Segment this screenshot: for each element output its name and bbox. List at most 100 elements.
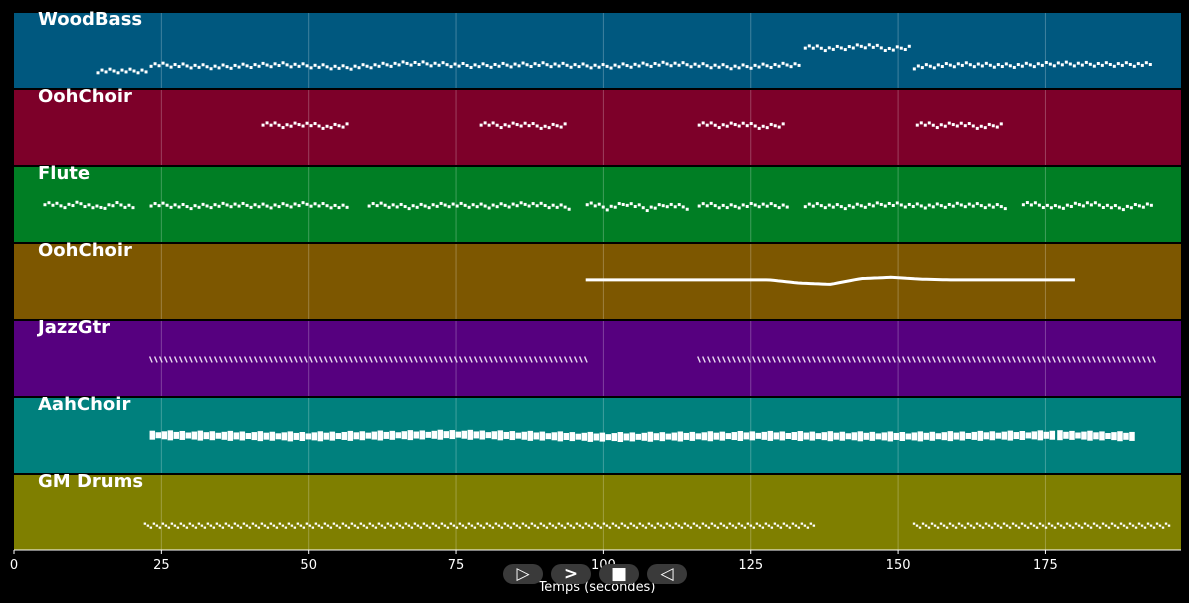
note-dot bbox=[289, 65, 293, 69]
note-block bbox=[839, 431, 846, 441]
track-label: JazzGtr bbox=[36, 317, 110, 338]
note-dot bbox=[217, 66, 221, 70]
note-dot bbox=[959, 121, 963, 125]
note-block bbox=[497, 430, 504, 441]
back-button[interactable]: ◁ bbox=[647, 564, 687, 584]
note-dot bbox=[733, 123, 737, 127]
note-dot bbox=[229, 205, 233, 209]
note-dot bbox=[1140, 524, 1144, 527]
note-dot bbox=[553, 62, 557, 66]
note-block bbox=[503, 431, 510, 439]
note-dot bbox=[1092, 64, 1096, 68]
note-dot bbox=[839, 46, 843, 50]
note-dot bbox=[120, 68, 124, 72]
note-dot bbox=[573, 63, 577, 67]
note-dot bbox=[793, 62, 797, 66]
note-dot bbox=[1080, 63, 1084, 67]
note-block bbox=[1123, 432, 1129, 440]
note-dot bbox=[425, 524, 429, 527]
note-dot bbox=[1037, 203, 1041, 207]
note-dot bbox=[503, 203, 507, 207]
note-dot bbox=[867, 202, 871, 206]
note-dot bbox=[753, 124, 757, 128]
x-tick-label: 75 bbox=[448, 558, 465, 573]
note-dot bbox=[734, 526, 738, 529]
note-dot bbox=[371, 202, 375, 206]
note-dot bbox=[345, 122, 349, 126]
note-dot bbox=[797, 526, 801, 529]
note-block bbox=[587, 431, 594, 442]
note-dot bbox=[1044, 526, 1048, 529]
note-dot bbox=[746, 522, 750, 525]
note-dot bbox=[963, 205, 967, 209]
note-dot bbox=[170, 522, 174, 525]
note-dot bbox=[1098, 526, 1102, 529]
note-dot bbox=[578, 524, 582, 527]
note-dot bbox=[128, 67, 132, 71]
note-block bbox=[1117, 431, 1123, 442]
note-dot bbox=[960, 524, 964, 527]
note-dot bbox=[289, 205, 293, 209]
note-dot bbox=[638, 522, 642, 525]
note-dot bbox=[725, 124, 729, 128]
note-dot bbox=[743, 526, 747, 529]
note-dot bbox=[918, 526, 922, 529]
note-block bbox=[1013, 432, 1020, 440]
note-dot bbox=[1104, 61, 1108, 65]
note-dot bbox=[767, 524, 771, 527]
note-dot bbox=[701, 522, 705, 525]
note-dot bbox=[753, 203, 757, 207]
note-dot bbox=[626, 526, 630, 529]
note-dot bbox=[536, 526, 540, 529]
note-dot bbox=[609, 66, 613, 70]
note-block bbox=[1111, 432, 1117, 441]
note-block bbox=[197, 430, 204, 441]
note-dot bbox=[883, 48, 887, 52]
note-dot bbox=[831, 47, 835, 51]
note-dot bbox=[1014, 524, 1018, 527]
note-dot bbox=[781, 122, 785, 126]
note-dot bbox=[209, 524, 213, 527]
note-dot bbox=[932, 66, 936, 70]
note-block bbox=[281, 432, 288, 441]
note-dot bbox=[1077, 203, 1081, 207]
note-block bbox=[995, 432, 1002, 439]
note-dot bbox=[1032, 524, 1036, 527]
note-block bbox=[893, 432, 900, 440]
note-dot bbox=[218, 524, 222, 527]
note-block bbox=[773, 432, 780, 440]
note-dot bbox=[1073, 201, 1077, 205]
note-block bbox=[431, 430, 438, 439]
note-block bbox=[869, 431, 876, 441]
note-dot bbox=[503, 123, 507, 127]
note-dot bbox=[669, 202, 673, 206]
note-dot bbox=[483, 204, 487, 208]
note-dot bbox=[419, 526, 423, 529]
note-dot bbox=[103, 206, 107, 210]
stop-button[interactable]: ■ bbox=[599, 564, 639, 584]
note-block bbox=[389, 430, 396, 440]
rewind-button[interactable]: ▷ bbox=[503, 564, 543, 584]
note-dot bbox=[677, 524, 681, 527]
note-block bbox=[173, 431, 180, 439]
note-dot bbox=[566, 522, 570, 525]
note-dot bbox=[685, 207, 689, 211]
note-dot bbox=[332, 522, 336, 525]
note-dot bbox=[329, 67, 333, 71]
note-block bbox=[677, 431, 684, 442]
note-dot bbox=[674, 522, 678, 525]
note-block bbox=[521, 431, 528, 440]
note-dot bbox=[345, 205, 349, 209]
note-dot bbox=[169, 65, 173, 69]
note-dot bbox=[1033, 201, 1037, 205]
track-background bbox=[14, 90, 1181, 165]
note-dot bbox=[67, 202, 71, 206]
note-dot bbox=[1040, 63, 1044, 67]
note-dot bbox=[1108, 63, 1112, 66]
note-dot bbox=[611, 522, 615, 525]
note-dot bbox=[721, 63, 725, 67]
note-dot bbox=[665, 205, 669, 209]
note-dot bbox=[1158, 524, 1162, 527]
note-dot bbox=[1101, 205, 1105, 209]
play-button[interactable]: > bbox=[551, 564, 591, 584]
